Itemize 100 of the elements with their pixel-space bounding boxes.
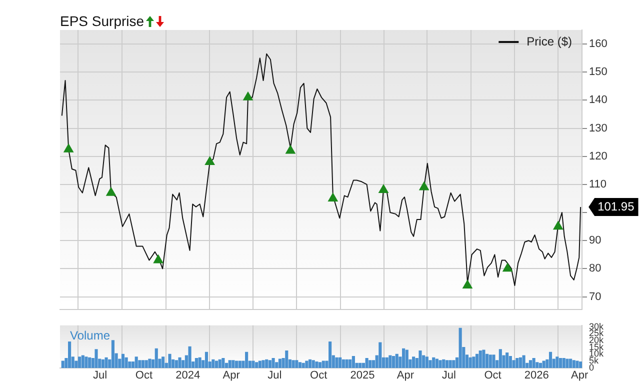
- bar: [335, 357, 338, 368]
- x-tick-label: Jul: [442, 370, 456, 382]
- bar: [388, 355, 392, 368]
- bar: [141, 360, 145, 368]
- bar: [74, 360, 78, 368]
- bar: [258, 360, 262, 368]
- x-tick-label: Oct: [484, 370, 502, 382]
- point: [502, 263, 512, 272]
- bar: [468, 357, 472, 368]
- bar: [295, 360, 298, 368]
- y-tick-label: 80: [589, 262, 602, 275]
- bar: [138, 360, 142, 368]
- y-tick-label: 130: [589, 122, 608, 134]
- bar: [238, 360, 242, 368]
- bar: [268, 360, 272, 368]
- bar: [222, 358, 225, 368]
- bar: [338, 357, 342, 368]
- bar: [214, 360, 218, 368]
- bar: [348, 359, 352, 368]
- y-tick-label: 30k: [589, 321, 604, 332]
- bar: [498, 349, 502, 368]
- y-tick-label: 160: [589, 38, 608, 50]
- bar: [579, 361, 582, 368]
- bar: [88, 357, 92, 368]
- x-tick-label: Oct: [135, 370, 153, 382]
- bar: [536, 362, 539, 368]
- bar: [572, 360, 576, 368]
- bar: [488, 354, 492, 368]
- y-tick-label: 150: [589, 66, 608, 78]
- bar: [576, 360, 579, 368]
- point: [286, 145, 296, 154]
- bar: [84, 356, 88, 368]
- bar: [308, 359, 312, 368]
- bar: [194, 358, 198, 368]
- bar: [265, 359, 268, 368]
- bar: [385, 357, 388, 368]
- bar: [412, 356, 416, 368]
- point: [106, 187, 116, 196]
- bar: [368, 360, 372, 368]
- bar: [305, 360, 308, 368]
- bar: [188, 346, 192, 368]
- bar: [134, 356, 138, 368]
- bar: [121, 354, 125, 368]
- y-tick-label: 140: [589, 94, 608, 106]
- bar: [478, 350, 482, 368]
- bar: [418, 350, 422, 368]
- bar: [486, 354, 489, 368]
- bar: [402, 348, 406, 368]
- bar: [168, 354, 172, 368]
- bar: [428, 360, 432, 368]
- bar: [512, 360, 516, 368]
- x-tick-label: Apr: [396, 370, 414, 382]
- point: [419, 182, 429, 190]
- bar: [482, 350, 486, 368]
- bar: [128, 361, 132, 368]
- y-tick-label: 0: [589, 362, 594, 372]
- bar: [298, 362, 302, 368]
- bar: [518, 357, 522, 368]
- bar: [68, 342, 72, 368]
- bar: [538, 362, 542, 368]
- bar: [174, 360, 178, 368]
- annotation: 101.95: [598, 199, 635, 214]
- bar: [275, 362, 278, 368]
- bar: [566, 358, 569, 368]
- bar: [178, 357, 182, 368]
- x-tick-label: Jul: [268, 370, 282, 382]
- bar: [94, 349, 98, 368]
- bar: [405, 350, 408, 368]
- bar: [315, 361, 318, 368]
- bar: [318, 362, 322, 368]
- bar: [124, 357, 128, 368]
- y-tick-label: 110: [589, 178, 607, 190]
- bar: [312, 360, 315, 368]
- bar: [438, 360, 442, 368]
- bar: [148, 358, 152, 368]
- bar: [352, 356, 355, 368]
- bar: [452, 360, 456, 368]
- bar: [232, 360, 235, 368]
- point: [243, 92, 253, 100]
- y-tick-label: 70: [589, 290, 602, 303]
- bar: [104, 357, 108, 368]
- bar: [365, 358, 368, 368]
- bar: [458, 328, 462, 368]
- bar: [392, 356, 396, 368]
- bar: [508, 356, 512, 368]
- bar: [154, 348, 158, 368]
- bar: [252, 360, 255, 368]
- bar: [435, 358, 438, 368]
- chart-title: Volume: [70, 328, 110, 343]
- bar: [101, 359, 104, 368]
- bar: [569, 358, 572, 368]
- bar: [322, 360, 325, 368]
- bar: [198, 357, 202, 368]
- x-tick-label: 2024: [176, 370, 200, 382]
- bar: [378, 342, 382, 368]
- bar: [278, 358, 282, 368]
- bar: [235, 360, 238, 368]
- bar: [516, 358, 519, 368]
- bar: [528, 360, 532, 368]
- bar: [395, 354, 398, 368]
